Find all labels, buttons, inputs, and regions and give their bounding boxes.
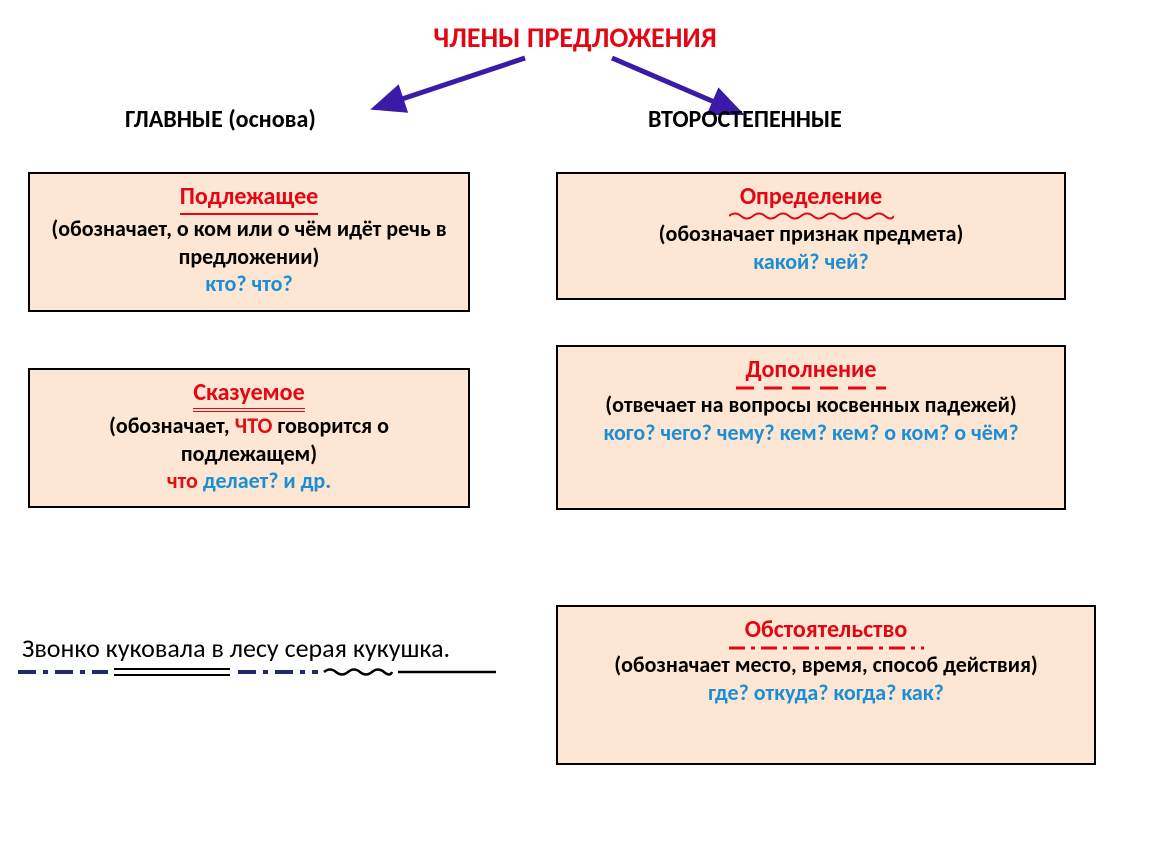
predicate-desc-red: ЧТО: [235, 412, 273, 439]
subheading-main: ГЛАВНЫЕ (основа): [125, 105, 316, 134]
card-subject-title: Подлежащее: [180, 182, 318, 215]
card-subject: Подлежащее (обозначает, о ком или о чём …: [28, 172, 470, 312]
card-attribute: Определение (обозначает признак предмета…: [556, 172, 1066, 300]
card-object-desc: (отвечает на вопросы косвенных падежей): [605, 391, 1016, 418]
card-attribute-title: Определение: [740, 182, 882, 212]
predicate-desc-pre: (обозначает,: [109, 412, 235, 439]
card-subject-question: кто? что?: [205, 270, 292, 297]
card-object-question: кого? чего? чему? кем? кем? о ком? о чём…: [603, 419, 1018, 446]
card-attribute-desc: (обозначает признак предмета): [659, 220, 964, 247]
card-subject-desc: (обозначает, о ком или о чём идёт речь в…: [51, 215, 446, 270]
card-adverb: Обстоятельство (обозначает место, время,…: [556, 605, 1096, 765]
wavy-underline-icon: [729, 212, 894, 220]
predicate-q-pre: что: [167, 467, 203, 494]
card-predicate-question: делает? и др.: [203, 467, 331, 494]
card-object: Дополнение (отвечает на вопросы косвенны…: [556, 345, 1066, 510]
card-adverb-question: где? откуда? когда? как?: [708, 679, 944, 706]
card-adverb-title: Обстоятельство: [745, 615, 908, 645]
card-predicate-title: Сказуемое: [193, 378, 304, 412]
card-adverb-desc: (обозначает место, время, способ действи…: [614, 651, 1038, 678]
card-attribute-question: какой? чей?: [753, 248, 868, 275]
subheading-secondary: ВТОРОСТЕПЕННЫЕ: [648, 105, 842, 134]
arrow-left-icon: [0, 0, 1150, 160]
example-marks-icon: [10, 666, 500, 690]
example-sentence: Звонко куковала в лесу серая кукушка.: [22, 632, 450, 664]
diagram-root: ЧЛЕНЫ ПРЕДЛОЖЕНИЯ ГЛАВНЫЕ (основа) ВТОРО…: [0, 0, 1150, 864]
card-object-title: Дополнение: [746, 355, 877, 385]
card-predicate: Сказуемое (обозначает, ЧТО говорится о п…: [28, 368, 470, 508]
card-predicate-desc: (обозначает, ЧТО говорится о подлежащем): [109, 412, 389, 467]
